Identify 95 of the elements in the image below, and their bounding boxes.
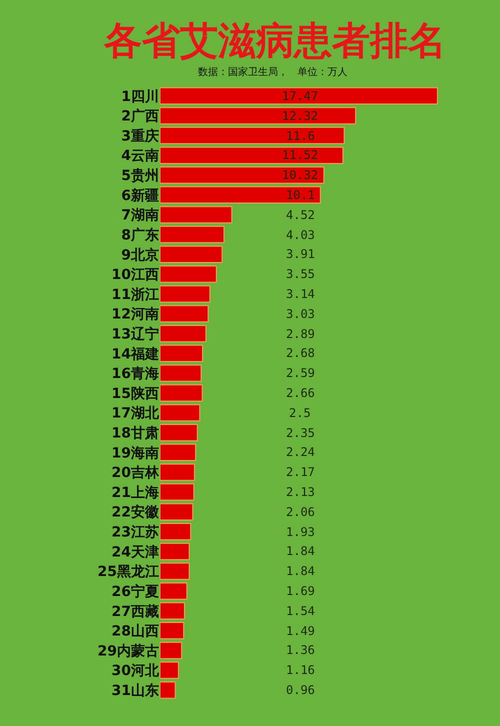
data-label: 2.59 bbox=[286, 366, 315, 380]
data-label: 2.66 bbox=[286, 386, 315, 400]
y-tick-label: 25黑龙江 bbox=[98, 564, 159, 580]
bar bbox=[160, 126, 345, 144]
bar bbox=[160, 503, 194, 520]
y-tick-label: 4云南 bbox=[121, 148, 159, 164]
data-label: 10.1 bbox=[286, 188, 315, 202]
y-tick-label: 28山西 bbox=[112, 624, 159, 640]
y-tick-label: 29内蒙古 bbox=[98, 643, 159, 660]
data-label: 1.49 bbox=[286, 624, 315, 638]
data-label: 1.16 bbox=[286, 663, 315, 677]
bar bbox=[160, 226, 224, 244]
bar bbox=[160, 602, 185, 620]
data-label: 4.52 bbox=[286, 208, 315, 222]
y-tick-label: 5贵州 bbox=[121, 168, 159, 184]
bar bbox=[160, 681, 176, 699]
bar bbox=[160, 523, 192, 540]
bar bbox=[160, 324, 206, 342]
data-label: 10.32 bbox=[282, 168, 318, 182]
chart-subtitle: 数据：国家卫生局， 单位：万人 bbox=[198, 66, 348, 78]
data-label: 1.84 bbox=[286, 544, 315, 558]
y-tick-label: 22安徽 bbox=[112, 504, 160, 521]
data-label: 2.5 bbox=[289, 406, 311, 420]
y-tick-label: 9北京 bbox=[121, 246, 159, 264]
data-label: 1.36 bbox=[286, 643, 315, 657]
y-tick-label: 12河南 bbox=[112, 306, 159, 323]
y-tick-label: 24天津 bbox=[112, 544, 159, 560]
y-tick-label: 14福建 bbox=[112, 345, 159, 362]
bar bbox=[160, 107, 356, 124]
data-label: 11.6 bbox=[286, 129, 315, 143]
data-label: 1.54 bbox=[286, 604, 315, 618]
data-label: 3.14 bbox=[286, 287, 315, 301]
data-label: 2.06 bbox=[286, 505, 315, 519]
bar bbox=[160, 266, 217, 283]
data-label: 2.24 bbox=[286, 445, 315, 459]
data-label: 2.35 bbox=[286, 426, 315, 440]
bar bbox=[160, 424, 198, 442]
y-tick-label: 26宁夏 bbox=[112, 582, 159, 600]
y-tick-label: 1四川 bbox=[121, 88, 159, 105]
data-label: 12.32 bbox=[282, 109, 318, 123]
bar bbox=[160, 444, 196, 462]
data-label: 2.13 bbox=[286, 485, 315, 499]
bar bbox=[160, 542, 190, 560]
bar bbox=[160, 146, 344, 164]
data-label: 4.03 bbox=[286, 228, 315, 242]
bar bbox=[160, 483, 194, 501]
y-tick-label: 20吉林 bbox=[112, 465, 160, 482]
bar bbox=[160, 285, 210, 303]
bar bbox=[160, 642, 182, 660]
bar bbox=[160, 344, 204, 362]
data-label: 1.84 bbox=[286, 564, 315, 578]
y-tick-label: 31山东 bbox=[112, 682, 159, 699]
y-tick-label: 30河北 bbox=[112, 663, 160, 680]
y-tick-label: 11浙江 bbox=[112, 286, 159, 303]
bar bbox=[160, 582, 188, 600]
chart-title: 各省艾滋病患者排名 bbox=[103, 18, 446, 62]
bar bbox=[160, 87, 438, 105]
data-label: 2.89 bbox=[286, 327, 315, 341]
data-label: 0.96 bbox=[286, 683, 315, 697]
bar bbox=[160, 246, 223, 263]
y-tick-label: 16青海 bbox=[112, 366, 159, 382]
y-tick-label: 8广东 bbox=[121, 226, 159, 244]
bar bbox=[160, 364, 202, 382]
y-tick-label: 27西藏 bbox=[112, 604, 159, 620]
y-tick-label: 21上海 bbox=[112, 484, 159, 501]
bar bbox=[160, 305, 209, 322]
bar bbox=[160, 166, 324, 184]
data-label: 3.03 bbox=[286, 307, 315, 321]
y-tick-label: 15陕西 bbox=[112, 386, 159, 402]
bar bbox=[160, 622, 184, 640]
bar bbox=[160, 562, 190, 580]
data-label: 3.55 bbox=[286, 267, 315, 281]
y-tick-label: 3重庆 bbox=[121, 127, 159, 144]
y-tick-label: 17湖北 bbox=[112, 406, 160, 422]
bar bbox=[160, 404, 200, 422]
y-tick-label: 7湖南 bbox=[121, 208, 159, 224]
y-tick-label: 19海南 bbox=[112, 445, 159, 462]
y-tick-label: 18甘肃 bbox=[112, 426, 159, 442]
bar bbox=[160, 464, 195, 481]
bar bbox=[160, 206, 232, 224]
bar bbox=[160, 186, 321, 204]
data-label: 1.69 bbox=[286, 584, 315, 598]
y-tick-label: 6新疆 bbox=[121, 186, 159, 204]
y-tick-label: 2广西 bbox=[121, 108, 159, 125]
bar bbox=[160, 384, 203, 402]
y-tick-label: 10江西 bbox=[112, 267, 159, 284]
data-label: 2.68 bbox=[286, 346, 315, 360]
bar bbox=[160, 662, 179, 679]
data-label: 2.17 bbox=[286, 465, 315, 479]
data-label: 17.47 bbox=[282, 89, 318, 103]
data-label: 11.52 bbox=[282, 148, 318, 162]
data-label: 3.91 bbox=[286, 247, 315, 261]
y-tick-label: 23江苏 bbox=[112, 524, 159, 541]
y-tick-label: 13辽宁 bbox=[112, 325, 159, 342]
data-label: 1.93 bbox=[286, 525, 315, 539]
